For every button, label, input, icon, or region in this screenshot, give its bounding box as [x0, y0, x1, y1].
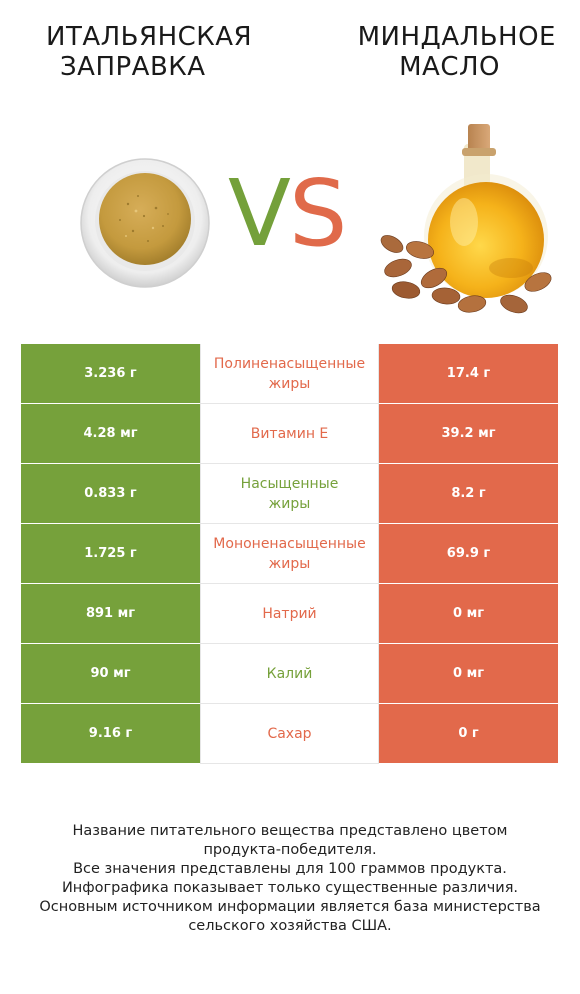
comparison-row: 90 мг Калий 0 мг: [21, 644, 558, 704]
left-value: 4.28 мг: [21, 404, 200, 463]
right-title-line-2: масло: [399, 52, 500, 82]
column-divider: [378, 584, 379, 644]
left-value: 90 мг: [21, 644, 200, 703]
right-title-line-1: Миндальное: [357, 22, 556, 52]
nutrient-label: Калий: [200, 644, 379, 703]
column-divider: [200, 344, 201, 404]
column-divider: [200, 644, 201, 704]
column-divider: [200, 464, 201, 524]
vs-s-letter: S: [288, 160, 347, 267]
footer-notes: Название питательного вещества представл…: [0, 822, 580, 936]
right-value: 8.2 г: [379, 464, 558, 523]
left-title-line-1: Итальянская: [46, 22, 253, 52]
nutrient-label: Полиненасыщенные жиры: [200, 344, 379, 403]
right-value: 69.9 г: [379, 524, 558, 583]
column-divider: [378, 464, 379, 524]
nutrient-label-line: Сахар: [267, 725, 312, 742]
almond-oil-image: [380, 124, 552, 314]
right-value: 0 мг: [379, 584, 558, 643]
comparison-row: 1.725 г Мононенасыщенные жиры 69.9 г: [21, 524, 558, 584]
column-divider: [378, 644, 379, 704]
nutrient-label-line: Насыщенные: [240, 475, 339, 492]
nutrient-label-line: Калий: [266, 665, 313, 682]
comparison-table: 3.236 г Полиненасыщенные жиры 17.4 г 4.28 мг…: [21, 344, 558, 764]
nutrient-label-line: Витамин E: [250, 425, 329, 442]
comparison-row: 891 мг Натрий 0 мг: [21, 584, 558, 644]
left-value: 891 мг: [21, 584, 200, 643]
column-divider: [378, 704, 379, 764]
comparison-row: 0.833 г Насыщенные жиры 8.2 г: [21, 464, 558, 524]
column-divider: [378, 344, 379, 404]
left-value: 3.236 г: [21, 344, 200, 403]
left-product-title: Итальянская заправка: [46, 22, 252, 82]
nutrient-label-line: Полиненасыщенные: [213, 355, 366, 372]
nutrient-label: Насыщенные жиры: [200, 464, 379, 523]
comparison-row: 9.16 г Сахар 0 г: [21, 704, 558, 764]
vs-v-letter: V: [228, 160, 291, 267]
nutrient-label-line: жиры: [268, 495, 311, 512]
left-title-line-2: заправка: [60, 52, 206, 82]
right-product-title: Миндальное масло: [358, 22, 556, 82]
italian-dressing-image: [80, 158, 210, 288]
row-divider: [200, 643, 379, 644]
nutrient-label: Сахар: [200, 704, 379, 763]
nutrient-label: Мононенасыщенные жиры: [200, 524, 379, 583]
row-divider: [200, 703, 379, 704]
nutrient-label: Натрий: [200, 584, 379, 643]
footer-line: Основным источником информации является …: [39, 899, 541, 915]
nutrient-label-line: жиры: [268, 375, 311, 392]
comparison-row: 4.28 мг Витамин E 39.2 мг: [21, 404, 558, 464]
column-divider: [378, 524, 379, 584]
row-divider: [200, 463, 379, 464]
row-divider: [200, 583, 379, 584]
column-divider: [200, 584, 201, 644]
right-value: 0 мг: [379, 644, 558, 703]
right-value: 0 г: [379, 704, 558, 763]
left-value: 9.16 г: [21, 704, 200, 763]
column-divider: [200, 404, 201, 464]
comparison-row: 3.236 г Полиненасыщенные жиры 17.4 г: [21, 344, 558, 404]
nutrient-label: Витамин E: [200, 404, 379, 463]
vs-label: VS: [228, 168, 347, 260]
footer-line: Все значения представлены для 100 граммо…: [73, 861, 507, 877]
right-value: 17.4 г: [379, 344, 558, 403]
footer-line: Название питательного вещества представл…: [72, 823, 508, 839]
row-divider: [200, 403, 379, 404]
column-divider: [378, 404, 379, 464]
column-divider: [200, 524, 201, 584]
nutrient-label-line: Натрий: [262, 605, 317, 622]
row-divider: [200, 763, 379, 764]
nutrient-label-line: жиры: [268, 555, 311, 572]
footer-line: Инфографика показывает только существенн…: [61, 880, 519, 896]
left-value: 1.725 г: [21, 524, 200, 583]
footer-line: продукта-победителя.: [203, 842, 377, 858]
row-divider: [200, 523, 379, 524]
nutrient-label-line: Мононенасыщенные: [213, 535, 366, 552]
footer-line: сельского хозяйства США.: [188, 918, 392, 934]
left-value: 0.833 г: [21, 464, 200, 523]
right-value: 39.2 мг: [379, 404, 558, 463]
column-divider: [200, 704, 201, 764]
